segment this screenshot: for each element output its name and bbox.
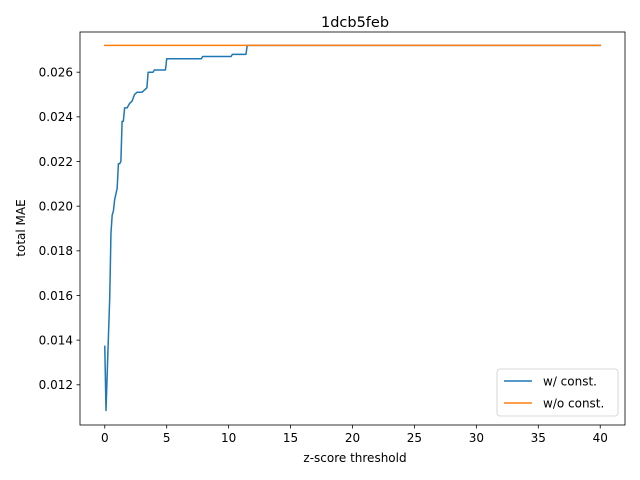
y-tick-label: 0.012 <box>39 378 73 392</box>
legend-label-wo-const: w/o const. <box>543 397 604 411</box>
y-tick-label: 0.016 <box>39 289 73 303</box>
y-tick-label: 0.024 <box>39 110 73 124</box>
x-tick-label: 20 <box>345 431 360 445</box>
plot-area <box>80 32 625 425</box>
x-tick-label: 30 <box>469 431 484 445</box>
legend-label-w-const: w/ const. <box>543 375 597 389</box>
y-tick-label: 0.014 <box>39 333 73 347</box>
x-tick-label: 5 <box>163 431 171 445</box>
y-tick-label: 0.026 <box>39 65 73 79</box>
chart-title: 1dcb5feb <box>321 15 389 31</box>
y-axis-label: total MAE <box>14 199 28 256</box>
plot-frame <box>79 31 626 426</box>
series-layer <box>104 44 601 412</box>
x-tick-label: 0 <box>101 431 109 445</box>
x-tick-label: 25 <box>407 431 422 445</box>
x-tick-label: 10 <box>221 431 236 445</box>
x-tick-label: 35 <box>531 431 546 445</box>
y-axis: 0.012 0.014 0.016 0.018 0.020 0.022 0.024 0.026 <box>39 65 80 392</box>
series-line-0 <box>104 44 601 412</box>
x-tick-label: 40 <box>593 431 608 445</box>
y-tick-label: 0.018 <box>39 244 73 258</box>
y-tick-label: 0.022 <box>39 155 73 169</box>
x-tick-label: 15 <box>283 431 298 445</box>
legend: w/ const. w/o const. <box>496 368 619 417</box>
x-axis-label: z-score threshold <box>303 451 406 465</box>
y-tick-label: 0.020 <box>39 199 73 213</box>
x-axis: 0 5 10 15 20 25 30 35 40 <box>101 425 608 445</box>
